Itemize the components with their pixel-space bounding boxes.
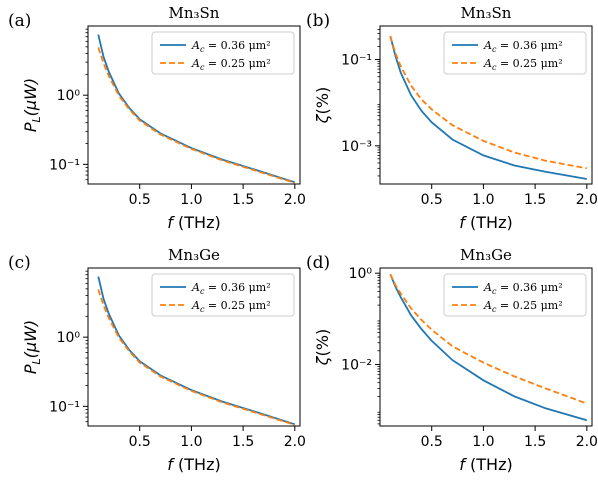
x-axis-label: f (THz) [459,455,512,474]
legend-label-1: Ac = 0.36 μm² [191,39,271,54]
legend-box [443,31,587,75]
chart-panel-2: (b) Mn₃Sn 0.5 1.0 1.5 2.0 10⁻³ 10⁻¹ f (THz) ζ(%) A… [306,4,598,232]
legend: Ac = 0.36 μm² Ac = 0.25 μm² [151,31,295,75]
series-line-2 [389,273,588,405]
x-tick-label: 2.0 [284,434,306,450]
chart-panel-3: (c) Mn₃Ge 0.5 1.0 1.5 2.0 10⁻¹ 10⁰ f (THz) PL(μW)… [8,246,306,474]
y-axis-label: PL(μW) [21,320,43,374]
x-tick-label: 0.5 [421,192,443,208]
legend-label-2: Ac = 0.25 μm² [191,57,271,72]
x-tick-label: 1.5 [524,434,546,450]
panel-letter: (c) [8,253,31,273]
y-tick-label: 10⁻³ [341,139,372,155]
panel-letter: (b) [306,11,330,31]
x-tick-label: 1.5 [232,434,254,450]
y-tick-label: 10⁰ [349,266,373,282]
chart-panel-1: (a) Mn₃Sn 0.5 1.0 1.5 2.0 10⁻¹ 10⁰ f (THz) PL(μW)… [8,4,306,232]
x-tick-label: 2.0 [576,434,598,450]
x-tick-label: 1.0 [180,192,202,208]
series-line-2 [389,35,587,170]
x-tick-label: 1.0 [180,434,202,450]
y-tick-label: 10⁰ [57,88,81,104]
y-axis-label: ζ(%) [313,87,332,124]
series-line-2 [97,289,296,426]
x-tick-label: 1.0 [472,192,494,208]
x-axis-label: f (THz) [459,213,512,232]
y-tick-label: 10⁰ [57,330,81,346]
legend-label-2: Ac = 0.25 μm² [483,299,563,314]
y-tick-label: 10⁻² [341,358,372,374]
axes-frame [87,25,301,185]
x-axis-label: f (THz) [167,213,220,232]
x-tick-label: 1.5 [232,192,254,208]
series-line-1 [389,273,588,422]
series-line-1 [389,35,587,180]
x-axis-label: f (THz) [167,455,220,474]
y-axis-label: PL(μW) [21,78,43,132]
legend-box [151,273,295,317]
chart-title: Mn₃Sn [461,4,512,22]
x-tick-label: 1.5 [524,192,546,208]
x-tick-label: 2.0 [284,192,306,208]
axes-frame [87,267,301,427]
legend-box [443,273,587,317]
panel-letter: (a) [8,11,31,31]
legend-label-2: Ac = 0.25 μm² [483,57,563,72]
legend: Ac = 0.36 μm² Ac = 0.25 μm² [443,273,587,317]
legend-label-1: Ac = 0.36 μm² [483,281,563,296]
legend: Ac = 0.36 μm² Ac = 0.25 μm² [443,31,587,75]
legend: Ac = 0.36 μm² Ac = 0.25 μm² [151,273,295,317]
x-tick-label: 2.0 [576,192,598,208]
y-tick-label: 10⁻¹ [49,399,80,415]
x-tick-label: 0.5 [421,434,443,450]
axes-frame [379,267,593,427]
legend-label-2: Ac = 0.25 μm² [191,299,271,314]
legend-label-1: Ac = 0.36 μm² [191,281,271,296]
panel-letter: (d) [306,253,330,273]
y-axis-label: ζ(%) [313,329,332,366]
chart-title: Mn₃Ge [168,246,220,264]
x-tick-label: 0.5 [129,434,151,450]
legend-label-1: Ac = 0.36 μm² [483,39,563,54]
series-line-2 [97,47,296,184]
chart-panel-4: (d) Mn₃Ge 0.5 1.0 1.5 2.0 10⁻² 10⁰ f (THz) ζ(%) Ac… [306,246,598,474]
y-tick-label: 10⁻¹ [341,53,372,69]
x-tick-label: 0.5 [129,192,151,208]
y-tick-label: 10⁻¹ [49,157,80,173]
chart-title: Mn₃Sn [169,4,220,22]
chart-title: Mn₃Ge [460,246,512,264]
x-tick-label: 1.0 [472,434,494,450]
legend-box [151,31,295,75]
